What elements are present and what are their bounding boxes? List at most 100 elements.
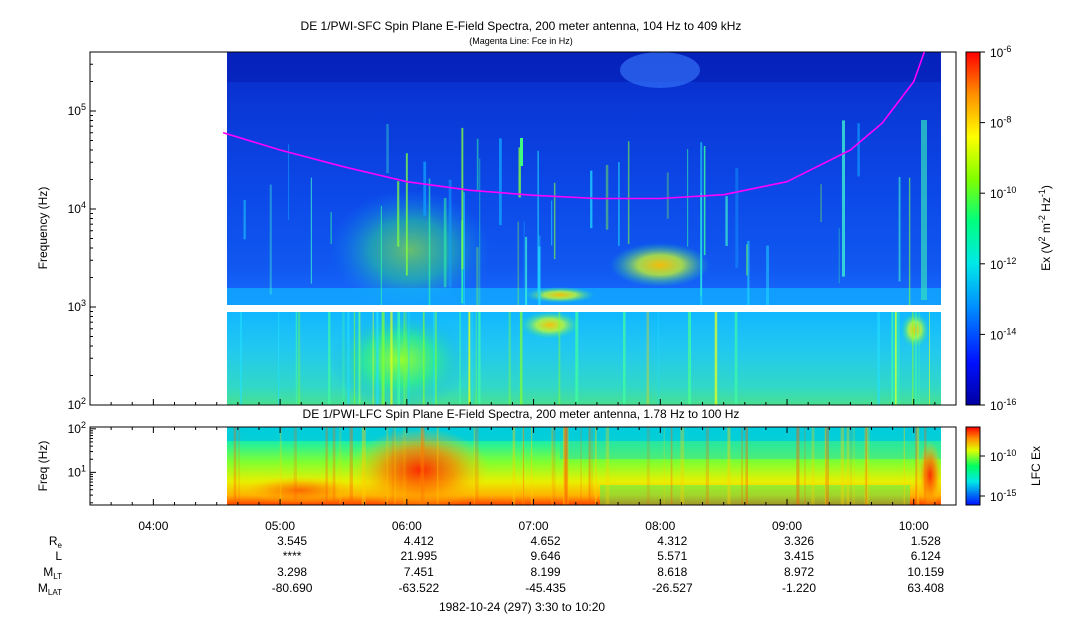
lfc-right-burst (918, 441, 941, 505)
sfc-streak (269, 184, 272, 295)
sfc-low-streak (353, 312, 356, 405)
lfc-streak (563, 427, 567, 505)
lfc-streak (521, 427, 525, 505)
sfc-spectrogram (227, 52, 941, 405)
lfc-colorbar-tick-label: 10-15 (990, 488, 1016, 504)
sfc-streak (820, 184, 822, 222)
lfc-streak (386, 427, 389, 505)
sfc-low-streak (734, 312, 738, 405)
ephemeris-value: 9.646 (531, 549, 561, 563)
lfc-streak (473, 427, 475, 505)
sfc-low-streak (240, 312, 242, 405)
time-tick-label: 07:00 (519, 519, 549, 533)
lfc-streak (915, 427, 918, 505)
sfc-streak (463, 192, 465, 305)
lfc-streak (421, 427, 425, 505)
sfc-streak (517, 221, 519, 305)
sfc-low-streak (278, 312, 280, 405)
sfc-streak (553, 182, 556, 260)
sfc-streak (590, 170, 593, 229)
time-axis: 04:00 05:00 06:00 07:00 08:00 09:00 10:00 (89, 399, 957, 533)
sfc-streak (525, 236, 528, 305)
upper-y-tick-label: 104 (68, 200, 86, 216)
colorbar-tick-label: 10-10 (990, 185, 1016, 201)
sfc-low-streak (891, 312, 894, 405)
sfc-low-streak (895, 312, 897, 405)
ephemeris-value: **** (283, 549, 302, 563)
sfc-low-streak (915, 312, 917, 405)
lfc-streaks (233, 427, 927, 505)
sfc-streak (443, 197, 447, 288)
sfc-streak (499, 138, 502, 226)
sfc-low-streak (295, 312, 297, 405)
lfc-low-left (240, 476, 360, 504)
sfc-streak (243, 200, 246, 240)
ephemeris-value: 8.618 (657, 565, 687, 579)
sfc-streak (405, 153, 408, 276)
lfc-streak (916, 427, 920, 505)
sfc-streak (397, 181, 400, 247)
sfc-streak (520, 138, 523, 166)
sfc-low-streak (508, 312, 511, 405)
sfc-streak (618, 162, 620, 246)
sfc-streak (627, 141, 630, 244)
sfc-low-streak (877, 312, 880, 405)
upper-colorbar (965, 51, 981, 406)
lfc-streak (436, 427, 439, 505)
sfc-streak (908, 177, 911, 305)
sfc-low-burst (330, 312, 470, 405)
sfc-low-streak (422, 312, 425, 405)
sfc-streaks (243, 120, 927, 305)
lfc-streak (338, 427, 342, 505)
sfc-low-streak (929, 312, 930, 405)
upper-colorbar-label: Ex (V2 m-2 Hz-1) (1037, 185, 1053, 271)
sfc-streak (921, 120, 927, 300)
sfc-low-streak (297, 312, 301, 405)
sfc-low-streak (405, 312, 407, 405)
ephemeris-value: -1.220 (782, 581, 816, 595)
lfc-streak (804, 427, 806, 505)
sfc-low-streak (646, 312, 650, 405)
sfc-low-streak (471, 312, 473, 405)
lfc-streak (391, 427, 395, 505)
lfc-streak (825, 427, 829, 505)
ephemeris-value: 8.972 (784, 565, 814, 579)
sfc-low-streak (912, 312, 914, 405)
sfc-low-streak (381, 312, 385, 405)
lfc-streak (523, 427, 524, 505)
lfc-streak (326, 427, 329, 505)
colorbar-tick-label: 10-8 (990, 115, 1011, 131)
lfc-streak (595, 427, 597, 505)
sfc-streak (479, 158, 481, 305)
upper-y-tick-label: 105 (68, 102, 86, 118)
sfc-streak (605, 164, 609, 230)
sfc-low-streak (657, 312, 660, 405)
sfc-low-streak (372, 312, 374, 405)
ephemeris-value: 8.199 (531, 565, 561, 579)
upper-plot-frame (89, 51, 957, 406)
lfc-streak (238, 427, 241, 505)
lfc-streak (564, 427, 568, 505)
sfc-streak (725, 196, 728, 246)
lfc-streak (605, 427, 610, 505)
lfc-streak (361, 427, 366, 505)
sfc-low-patch-right (901, 312, 929, 348)
ephemeris-value: 4.652 (531, 534, 561, 548)
sfc-low-streak (576, 312, 579, 405)
lfc-streak (531, 427, 533, 505)
lfc-streak (588, 427, 591, 505)
upper-y-axis-label: Frequency (Hz) (36, 187, 50, 270)
lfc-streak (475, 427, 479, 505)
sfc-emission-patch (610, 243, 710, 287)
lfc-streak (741, 427, 743, 505)
lfc-streak (705, 427, 709, 505)
sfc-low-streak (432, 312, 435, 405)
lfc-streak (394, 427, 396, 505)
lfc-spectrogram (227, 427, 941, 505)
sfc-low-patch (520, 312, 580, 339)
sfc-streak (476, 247, 479, 305)
lfc-streak (233, 427, 237, 505)
sfc-streak (703, 146, 706, 256)
lfc-streak (663, 427, 665, 505)
sfc-streak (687, 149, 689, 247)
